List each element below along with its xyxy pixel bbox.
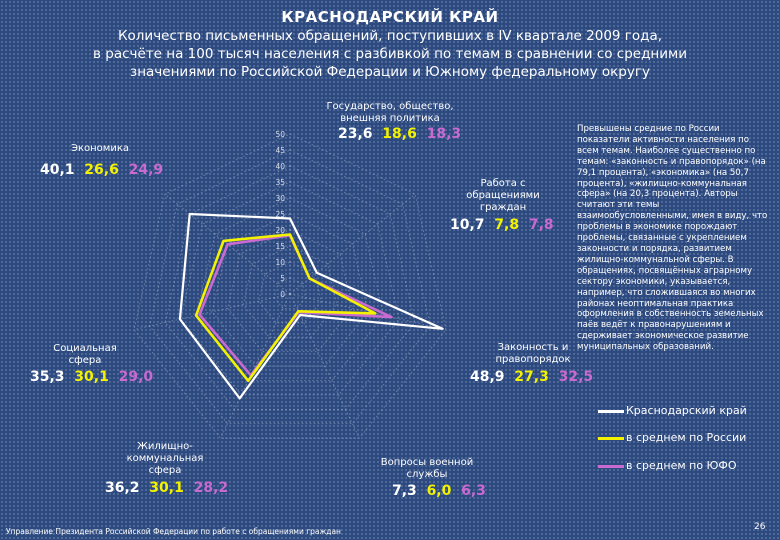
value-label-yufo: 6,3 — [461, 483, 486, 499]
subtitle-line-2: в расчёте на 100 тысяч населения с разби… — [93, 46, 687, 62]
values-government: 23,6 18,6 18,3 — [338, 126, 461, 142]
grid-ring — [227, 229, 353, 353]
values-economy: 40,1 26,6 24,9 — [40, 162, 163, 178]
side-note: Превышены средние по России показатели а… — [577, 124, 768, 353]
grid-ring — [211, 213, 369, 367]
radial-tick-label: 30 — [275, 194, 285, 203]
page-number: 26 — [754, 522, 766, 532]
legend-label-kr: Краснодарский край — [626, 404, 747, 417]
subtitle-line-3: значениями по Российской Федерации и Южн… — [130, 64, 650, 80]
values-social: 35,3 30,1 29,0 — [30, 369, 153, 385]
category-label-social: Социальная сфера — [53, 343, 117, 366]
radial-tick-label: 20 — [275, 226, 285, 235]
category-label-government: Государство, общество, внешняя политика — [326, 101, 454, 124]
value-label-ru: 26,6 — [84, 162, 119, 178]
radial-tick-label: 15 — [275, 242, 285, 251]
grid-spoke — [289, 293, 360, 439]
value-label-ru: 27,3 — [514, 369, 549, 385]
footer: Управление Президента Российской Федерац… — [6, 527, 341, 536]
grid-ring — [164, 165, 416, 410]
value-label-kr: 48,9 — [470, 369, 505, 385]
category-label-appeals: Работа с обращениями граждан — [466, 178, 540, 213]
value-label-kr: 23,6 — [338, 126, 373, 142]
page-title: КРАСНОДАРСКИЙ КРАЙ — [281, 8, 499, 26]
radial-tick-label: 25 — [275, 210, 285, 219]
value-label-kr: 36,2 — [105, 480, 140, 496]
grid-ring — [133, 133, 447, 439]
category-label-law: Законность и правопорядок — [495, 342, 571, 365]
category-label-economy: Экономика — [70, 143, 129, 154]
radial-tick-label: 5 — [280, 274, 285, 283]
category-label-housing: Жилищно- коммунальная сфера — [126, 441, 204, 476]
series-russia-average-line — [194, 233, 377, 383]
value-label-kr: 7,3 — [392, 483, 417, 499]
value-label-yufo: 18,3 — [426, 126, 462, 142]
grid-spoke — [133, 293, 291, 330]
value-label-ru: 30,1 — [74, 369, 109, 385]
legend-label-ru: в среднем по России — [626, 431, 747, 444]
series-krasnodar-line — [178, 212, 444, 400]
value-label-yufo: 7,8 — [528, 217, 554, 233]
value-label-kr: 35,3 — [30, 369, 65, 385]
radial-tick-label: 50 — [275, 130, 285, 139]
grid-ring — [242, 245, 338, 338]
value-label-kr: 10,7 — [450, 217, 485, 233]
value-label-yufo: 29,0 — [118, 369, 154, 385]
values-appeals: 10,7 7,8 7,8 — [450, 217, 554, 233]
radial-tick-label: 0 — [280, 290, 285, 299]
value-label-ru: 30,1 — [149, 480, 184, 496]
grid-spoke — [220, 293, 291, 439]
value-label-yufo: 32,5 — [558, 369, 594, 385]
grid-ring — [149, 149, 431, 425]
subtitle-line-1: Количество письменных обращений, поступи… — [117, 28, 663, 44]
legend-swatch-yufo — [598, 465, 624, 468]
radial-tick-label: 35 — [275, 178, 285, 187]
legend-label-yufo: в среднем по ЮФО — [626, 459, 737, 472]
radial-tick-label: 45 — [275, 146, 285, 155]
grid-ring — [180, 181, 400, 396]
legend-swatch-ru — [598, 437, 624, 440]
grid-spoke — [289, 193, 416, 295]
value-label-ru: 18,6 — [382, 126, 417, 142]
values-housing: 36,2 30,1 28,2 — [105, 480, 228, 496]
value-label-yufo: 24,9 — [128, 162, 164, 178]
value-label-ru: 7,8 — [494, 217, 520, 233]
value-label-ru: 6,0 — [426, 483, 452, 499]
radial-tick-label: 10 — [275, 258, 285, 267]
value-label-kr: 40,1 — [40, 162, 75, 178]
grid-ring — [273, 277, 307, 309]
value-label-yufo: 28,2 — [193, 480, 229, 496]
radial-tick-label: 40 — [275, 162, 285, 171]
values-law: 48,9 27,3 32,5 — [470, 369, 593, 385]
category-label-military: Вопросы военной службы — [380, 457, 474, 480]
grid-ring — [195, 197, 385, 381]
grid-spoke — [289, 293, 447, 330]
values-military: 7,3 6,0 6,3 — [392, 483, 486, 499]
legend-swatch-kr — [598, 410, 624, 413]
